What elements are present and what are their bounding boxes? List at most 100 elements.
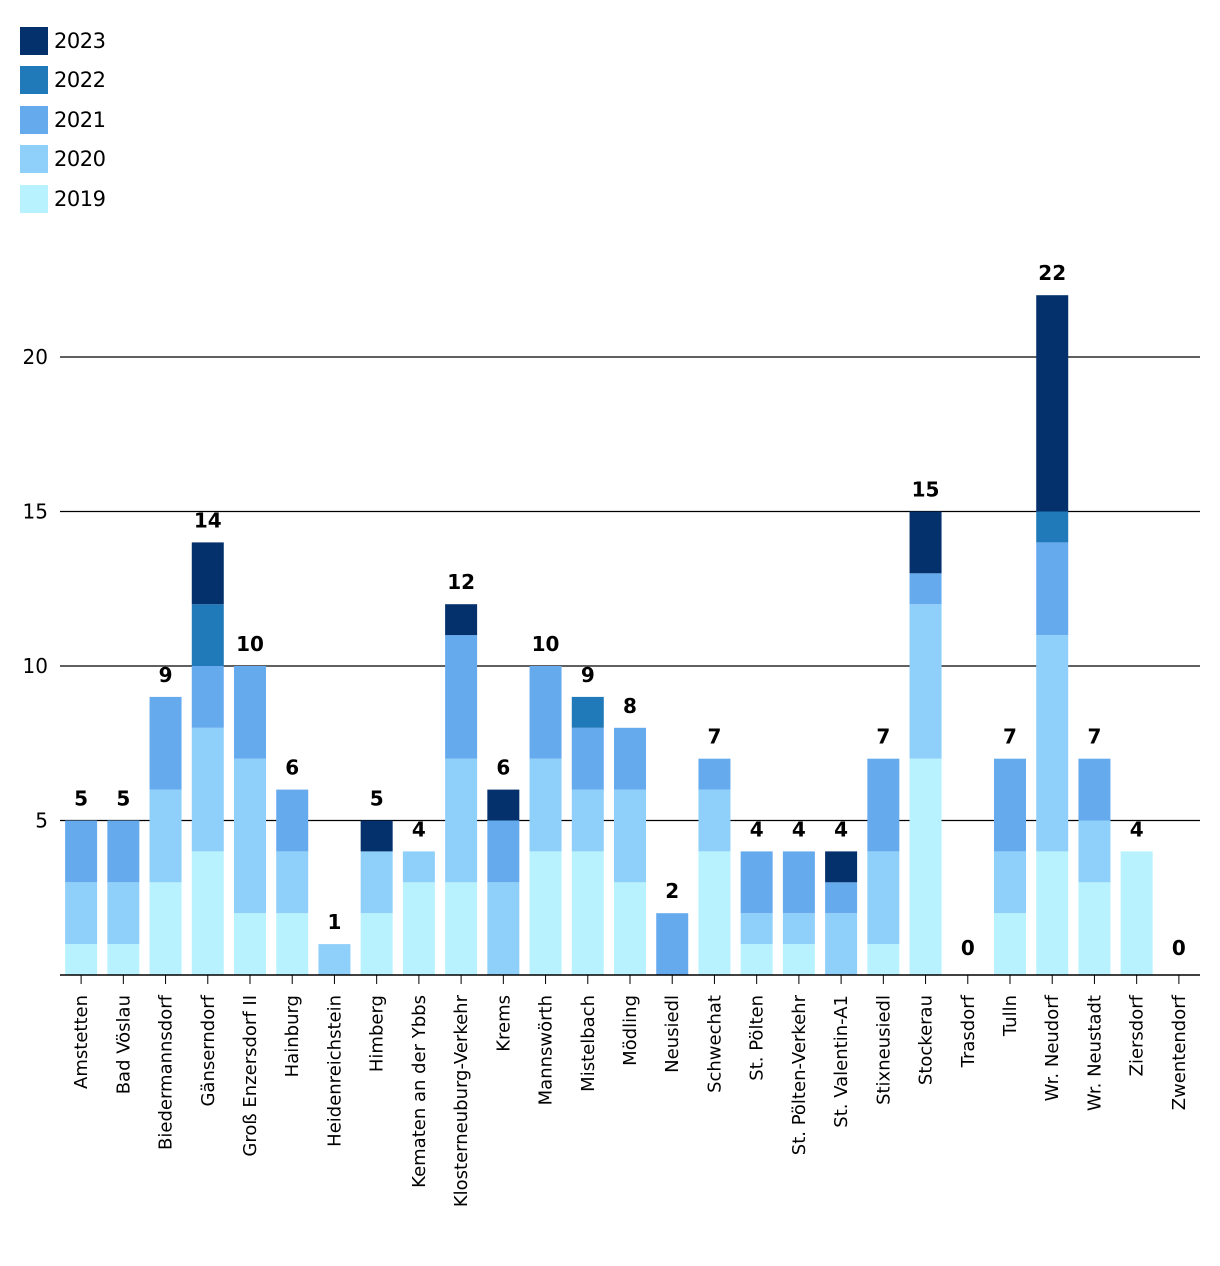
total-label-16: 4	[750, 817, 764, 841]
bar-segment-2020-6	[318, 944, 351, 975]
legend-swatch-2019	[20, 184, 48, 213]
legend-label-2022: 2022	[54, 68, 106, 93]
bar-segment-2020-7	[360, 851, 393, 914]
total-label-9: 12	[447, 570, 475, 594]
bar-segment-2020-2	[149, 789, 182, 883]
category-label-10: Krems	[493, 995, 514, 1052]
y-tick-label-15: 15	[23, 500, 48, 524]
bar-segment-2019-13	[614, 882, 646, 975]
legend-label-2023: 2023	[54, 28, 106, 53]
bar-segment-2022-23	[1036, 511, 1069, 543]
category-label-22: Tulln	[1000, 995, 1021, 1037]
total-label-12: 9	[581, 663, 595, 687]
total-label-19: 7	[876, 725, 890, 749]
bar-segment-2021-23	[1036, 542, 1069, 636]
bar-segment-2020-16	[740, 913, 773, 945]
category-label-17: St. Pölten-Verkehr	[789, 994, 810, 1155]
bar-segment-2023-10	[487, 789, 520, 821]
bar-segment-2021-13	[614, 727, 646, 790]
bar-segment-2022-12	[571, 696, 604, 728]
bar-segment-2021-24	[1078, 758, 1111, 821]
category-label-7: Himberg	[367, 995, 388, 1072]
bar-segment-2019-19	[867, 944, 900, 975]
bar-segment-2019-5	[276, 913, 309, 975]
category-label-24: Wr. Neustadt	[1084, 995, 1105, 1111]
category-label-1: Bad Vöslau	[113, 995, 134, 1094]
bar-segment-2019-4	[234, 913, 266, 975]
bar-segment-2020-11	[529, 758, 562, 852]
bar-segment-2019-0	[65, 944, 98, 975]
bar-segment-2023-23	[1036, 295, 1069, 512]
bar-segment-2019-16	[740, 944, 773, 975]
bar-segment-2021-4	[234, 666, 266, 759]
bar-segment-2020-8	[402, 851, 435, 883]
bar-segment-2021-3	[191, 666, 224, 728]
bar-segment-2020-3	[191, 727, 224, 852]
category-label-11: Mannswörth	[536, 995, 557, 1105]
total-label-6: 1	[327, 910, 341, 934]
y-tick-label-5: 5	[35, 809, 48, 833]
bar-segment-2020-4	[234, 758, 266, 914]
bar-segment-2021-9	[445, 635, 478, 759]
category-label-26: Zwentendorf	[1169, 994, 1190, 1110]
bar-segment-2021-18	[825, 882, 858, 914]
bar-segment-2021-22	[994, 758, 1026, 852]
bar-segment-2020-10	[487, 882, 520, 975]
category-label-14: Neusiedl	[662, 995, 683, 1073]
bar-segment-2019-22	[994, 913, 1026, 975]
category-label-21: Trasdorf	[958, 994, 979, 1068]
total-label-3: 14	[194, 508, 222, 532]
category-label-0: Amstetten	[71, 995, 92, 1089]
legend-swatch-2022	[20, 66, 48, 95]
total-label-25: 4	[1130, 817, 1144, 841]
total-label-0: 5	[74, 787, 88, 811]
bar-segment-2020-18	[825, 913, 858, 975]
total-label-11: 10	[532, 632, 560, 656]
bar-segment-2020-23	[1036, 635, 1069, 852]
category-label-20: Stockerau	[916, 995, 937, 1085]
total-label-7: 5	[370, 787, 384, 811]
legend-label-2021: 2021	[54, 107, 106, 132]
total-label-23: 22	[1038, 261, 1066, 285]
bar-segment-2019-23	[1036, 851, 1069, 975]
bar-segment-2021-12	[571, 727, 604, 790]
bar-segment-2020-15	[698, 789, 731, 852]
bar-segment-2021-0	[65, 820, 98, 883]
bar-segment-2019-25	[1120, 851, 1153, 975]
total-label-5: 6	[285, 756, 299, 780]
total-label-20: 15	[912, 478, 940, 502]
bar-segment-2022-3	[191, 604, 224, 666]
legend: 2023 2022 2021 2020 2019	[20, 21, 106, 219]
legend-item-2023: 2023	[20, 21, 106, 61]
total-label-14: 2	[665, 879, 679, 903]
total-label-2: 9	[159, 663, 173, 687]
bar-segment-2020-0	[65, 882, 98, 945]
total-label-13: 8	[623, 694, 637, 718]
total-label-4: 10	[236, 632, 264, 656]
total-label-15: 7	[707, 725, 721, 749]
total-label-18: 4	[834, 817, 848, 841]
category-label-5: Hainburg	[282, 995, 303, 1077]
category-label-8: Kematen an der Ybbs	[409, 995, 430, 1188]
bar-segment-2021-15	[698, 758, 731, 790]
bar-segment-2021-10	[487, 820, 520, 883]
bar-segment-2020-13	[614, 789, 646, 883]
bar-segment-2023-18	[825, 851, 858, 883]
bar-segment-2019-9	[445, 882, 478, 975]
legend-swatch-2020	[20, 145, 48, 174]
category-label-12: Mistelbach	[578, 995, 599, 1092]
bar-segment-2021-16	[740, 851, 773, 914]
bar-segment-2020-22	[994, 851, 1026, 914]
bar-segment-2019-20	[909, 758, 942, 975]
bar-segment-2021-2	[149, 696, 182, 790]
total-label-1: 5	[116, 787, 130, 811]
category-label-15: Schwechat	[704, 995, 725, 1093]
bar-segment-2020-20	[909, 604, 942, 759]
legend-item-2020: 2020	[20, 140, 106, 180]
legend-label-2020: 2020	[54, 147, 106, 172]
y-tick-label-10: 10	[23, 654, 48, 678]
y-tick-label-20: 20	[23, 345, 48, 369]
bar-segment-2023-7	[360, 820, 393, 852]
legend-swatch-2021	[20, 105, 48, 134]
